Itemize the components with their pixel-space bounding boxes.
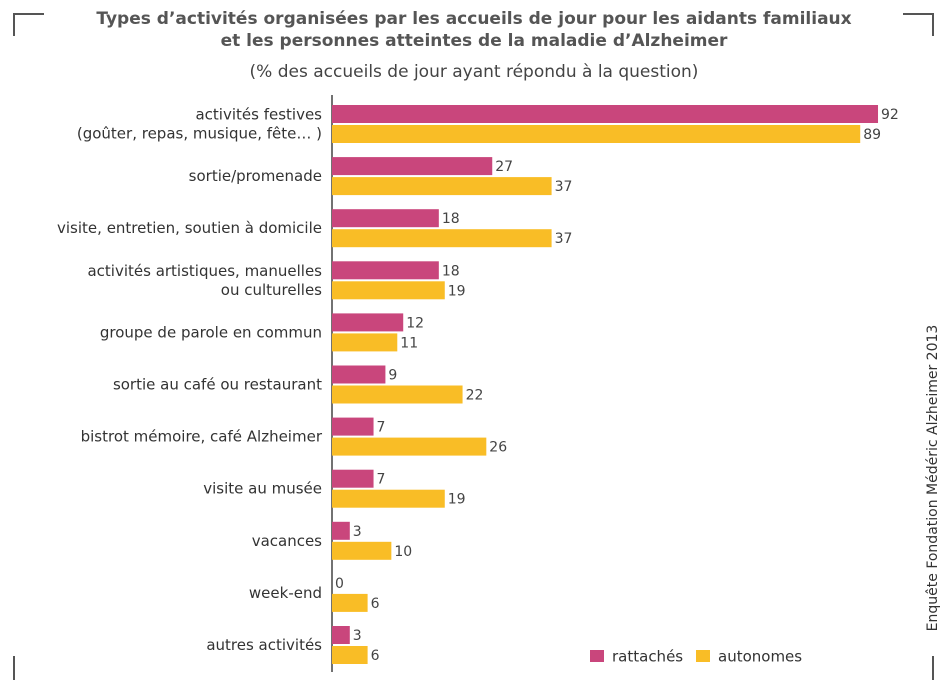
corner [903,13,934,36]
value-label: 3 [353,628,362,644]
value-label: 27 [495,159,513,175]
value-label: 19 [448,283,466,299]
bar [332,313,404,332]
category-label: sortie/promenade [189,167,322,185]
legend-label: autonomes [718,648,802,666]
value-label: 6 [371,596,380,612]
bar [332,125,861,143]
category-label: activités festives (goûter, repas, musiqu… [77,105,322,142]
bar [332,365,386,384]
value-label: 92 [881,107,899,123]
category-label: visite au musée [203,479,322,497]
value-label: 6 [371,648,380,664]
value-label: 37 [555,179,573,195]
value-label: 18 [442,211,460,227]
value-label: 18 [442,263,460,279]
value-label: 7 [377,472,386,488]
bar [332,157,493,176]
chart-title: Types d’activités organisées par les acc… [96,9,851,51]
bar [332,209,439,228]
bar [332,417,374,436]
bar [332,521,350,540]
bar [332,489,445,508]
bar [332,626,350,644]
legend-swatch [590,650,604,662]
chart-subtitle: (% des accueils de jour ayant répondu à … [250,62,699,82]
bar [332,646,368,664]
source: Enquête Fondation Médéric Alzheimer 2013 [925,325,941,632]
category-label: bistrot mémoire, café Alzheimer [81,427,323,445]
corner [13,13,44,36]
value-label: 11 [400,335,418,351]
category-label: autres activités [206,636,322,654]
bar [332,469,374,488]
bar [332,281,445,300]
bar [332,541,392,560]
bar [332,261,439,280]
bar [332,593,368,612]
value-label: 10 [394,544,412,560]
value-label: 3 [353,524,362,540]
value-label: 19 [448,492,466,508]
value-label: 0 [335,576,344,592]
value-label: 7 [377,420,386,436]
legend-label: rattachés [612,648,683,666]
category-label: activités artistiques, manuelles ou cultu… [87,261,322,298]
category-label: vacances [252,531,322,549]
value-label: 89 [863,127,881,143]
category-label: week-end [249,583,322,601]
legend-swatch [696,650,710,662]
category-label: groupe de parole en commun [100,323,322,341]
value-label: 26 [489,440,507,456]
value-label: 12 [406,315,424,331]
category-label: sortie au café ou restaurant [113,375,322,393]
value-label: 22 [466,388,484,404]
value-label: 37 [555,231,573,247]
category-label: visite, entretien, soutien à domicile [57,219,322,237]
value-label: 9 [388,368,397,384]
bar [332,333,398,352]
bar [332,177,552,196]
bar [332,437,487,456]
bar [332,385,463,404]
bar [332,229,552,248]
bar [332,105,879,123]
